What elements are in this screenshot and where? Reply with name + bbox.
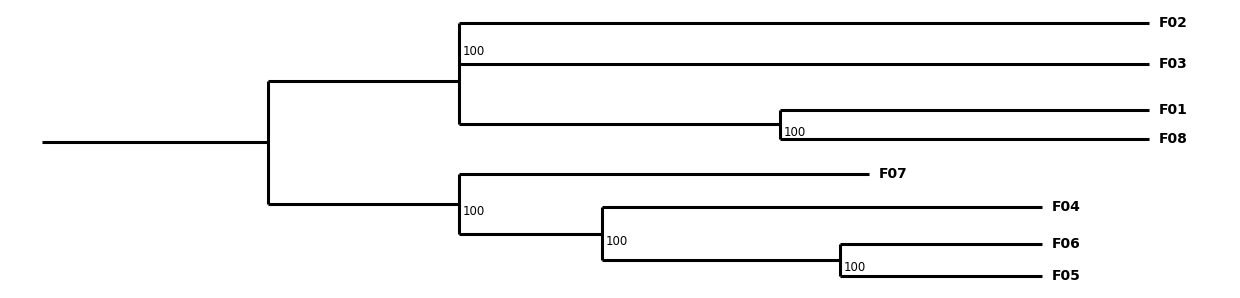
Text: 100: 100 [463,45,485,58]
Text: F04: F04 [1052,201,1080,214]
Text: 100: 100 [784,126,806,139]
Text: F03: F03 [1158,57,1188,71]
Text: 100: 100 [463,205,485,218]
Text: 100: 100 [843,261,866,274]
Text: F01: F01 [1158,103,1188,117]
Text: F07: F07 [879,167,908,181]
Text: F08: F08 [1158,132,1188,146]
Text: 100: 100 [605,235,627,248]
Text: F06: F06 [1052,237,1080,251]
Text: F02: F02 [1158,16,1188,30]
Text: F05: F05 [1052,269,1080,283]
